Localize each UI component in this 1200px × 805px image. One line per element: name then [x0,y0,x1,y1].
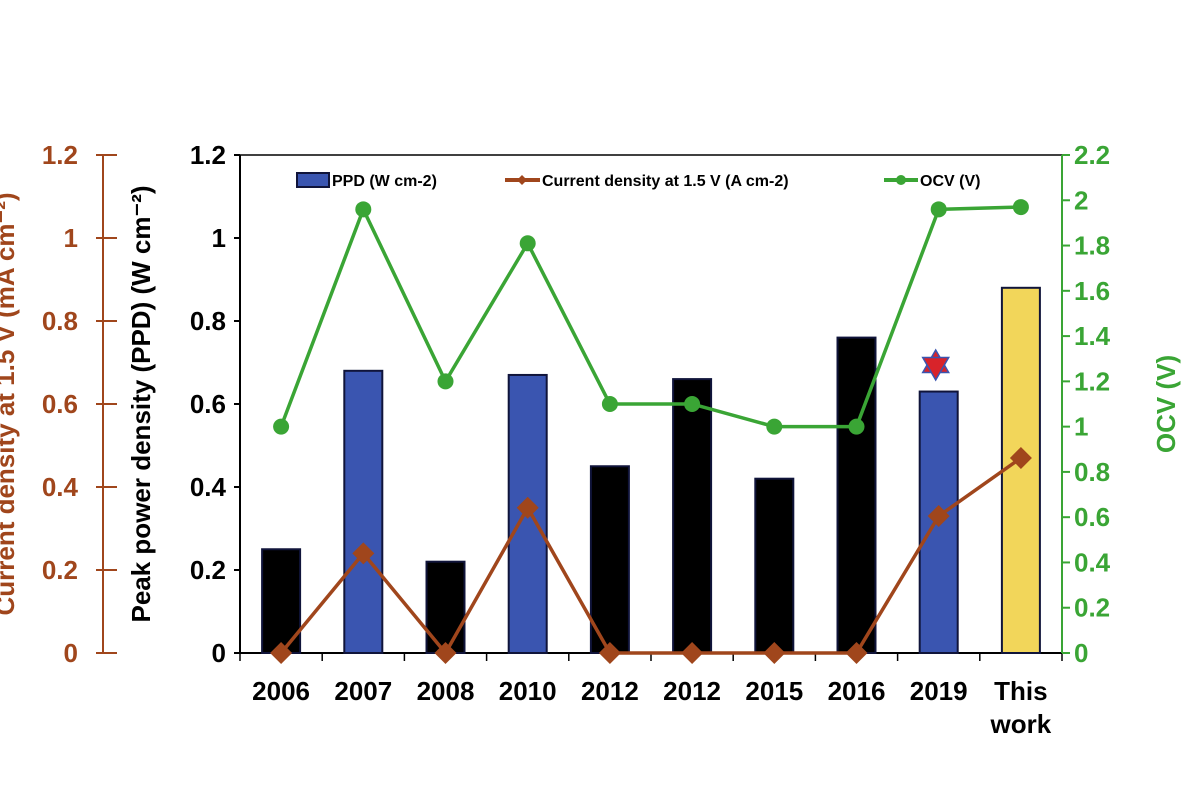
ppd-bar [1000,286,1041,654]
outer-left-tick-label: 1.2 [42,140,78,170]
right-tick-label: 1 [1074,412,1088,442]
left-tick-label: 0.8 [190,306,226,336]
outer-left-tick-label: 0.8 [42,306,78,336]
x-tick-label: 2008 [417,676,475,706]
x-tick-label: 2012 [581,676,639,706]
ppd-bar [589,465,630,654]
outer-left-axis-title: Current density at 1.5 V (mA cm⁻²) [0,192,20,615]
left-axis-title: Peak power density (PPD) (W cm⁻²) [126,185,156,622]
outer-left-tick-label: 0.4 [42,472,79,502]
ocv-marker [273,418,290,435]
ocv-marker [684,396,701,412]
left-tick-label: 0.4 [190,472,227,502]
right-tick-label: 0.8 [1074,457,1110,487]
legend-label-ppd: PPD (W cm-2) [332,173,437,190]
current-density-marker [434,642,457,664]
current-density-marker [681,642,704,664]
current-density-line [279,456,1022,657]
left-tick-label: 0 [212,638,226,668]
current-density-marker [927,505,950,528]
right-tick-label: 0.6 [1074,502,1110,532]
current-density-marker [516,496,539,519]
legend-marker-current [517,175,527,185]
ocv-marker [601,396,618,412]
x-tick-label: 2012 [663,676,721,706]
ocv-marker [848,418,865,435]
right-tick-label: 0.4 [1074,547,1111,577]
legend-marker-ocv [896,175,906,185]
right-tick-label: 2.2 [1074,140,1110,170]
legend-swatch-ppd [296,172,330,188]
current-density-marker [270,642,293,664]
right-tick-label: 1.2 [1074,366,1110,396]
ppd-bar [343,369,384,654]
right-tick-label: 0.2 [1074,593,1110,623]
x-tick-label: 2010 [499,676,557,706]
ocv-marker [437,373,454,390]
left-tick-label: 0.6 [190,389,226,419]
right-axis-title: OCV (V) [1151,355,1181,453]
legend: PPD (W cm-2) Current density at 1.5 V (A … [296,172,980,190]
x-tick-label: 2016 [828,676,886,706]
ocv-marker [930,201,947,218]
left-tick-label: 1 [212,223,226,253]
ocv-marker [519,235,536,252]
x-tick-label: work [990,709,1052,739]
legend-label-ocv: OCV (V) [920,173,980,190]
right-tick-label: 1.6 [1074,276,1110,306]
left-tick-label: 1.2 [190,140,226,170]
outer-left-tick-label: 1 [64,223,78,253]
ppd-bar [754,477,795,655]
x-tick-label: 2019 [910,676,968,706]
outer-left-tick-label: 0.6 [42,389,78,419]
x-tick-label: 2007 [334,676,392,706]
right-tick-label: 0 [1074,638,1088,668]
ocv-marker [1012,199,1029,216]
x-tick-label: 2006 [252,676,310,706]
left-tick-label: 0.2 [190,555,226,585]
star-marker [921,356,950,382]
right-tick-label: 1.8 [1074,231,1110,261]
ppd-bar [672,378,713,654]
current-density-marker [763,642,786,664]
ocv-line [279,204,1021,429]
current-density-marker [1009,446,1032,469]
current-density-marker [352,542,375,565]
outer-left-tick-label: 0 [64,638,78,668]
outer-left-tick-label: 0.2 [42,555,78,585]
right-tick-label: 1.4 [1074,321,1111,351]
ocv-marker [766,418,783,435]
legend-label-current: Current density at 1.5 V (A cm-2) [542,173,789,190]
x-tick-label: 2015 [745,676,803,706]
right-tick-label: 2 [1074,185,1088,215]
x-tick-label: This [994,676,1047,706]
ppd-bar [836,336,877,654]
ocv-marker [355,201,372,218]
current-density-marker [845,642,868,664]
current-density-marker [598,642,621,664]
